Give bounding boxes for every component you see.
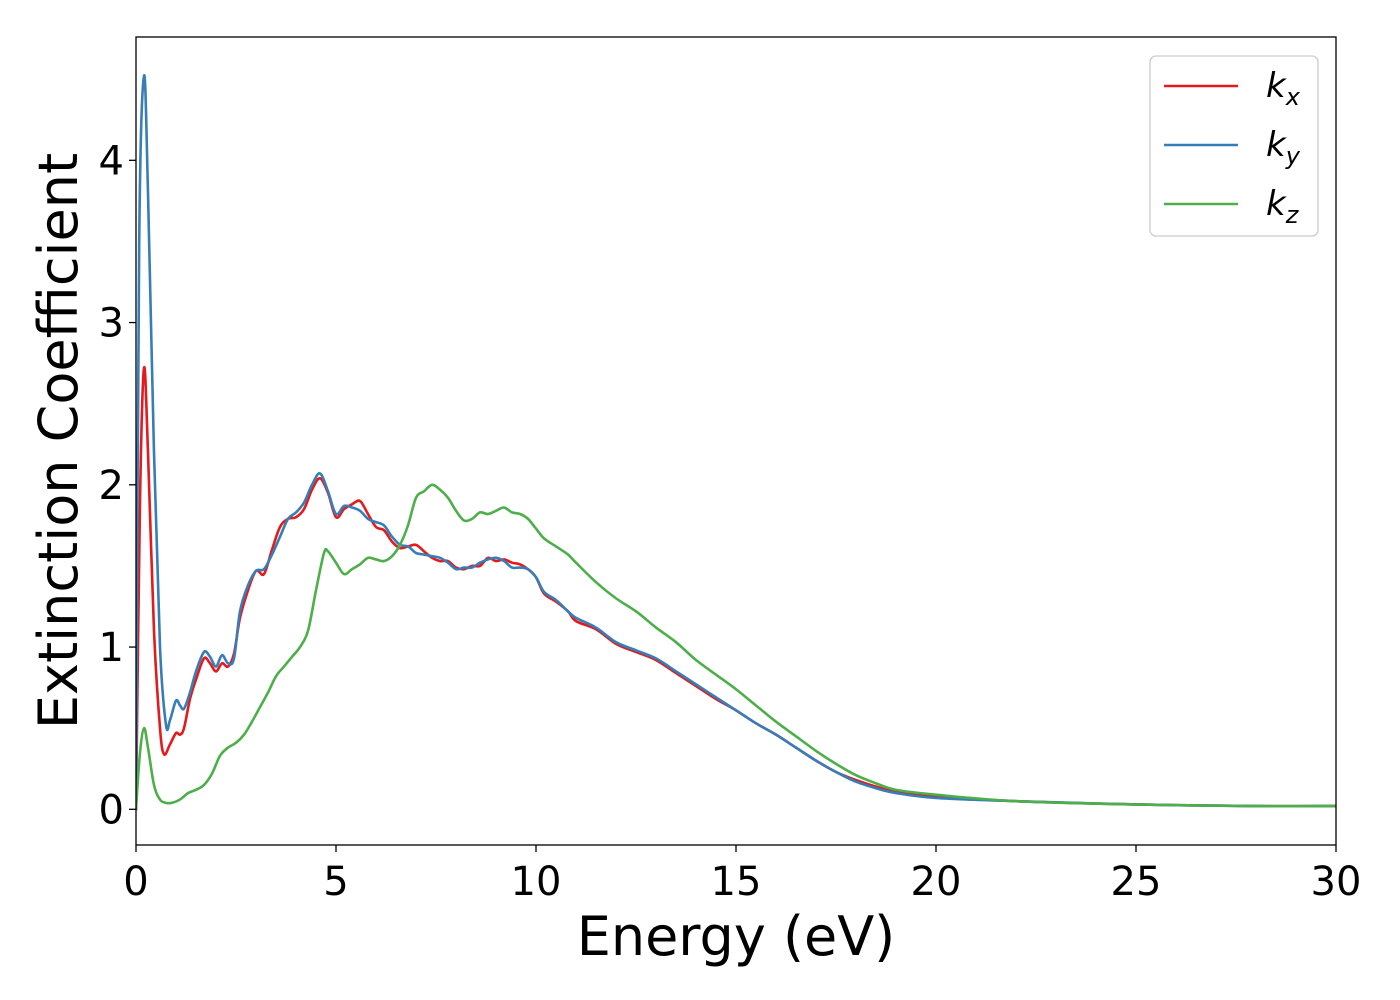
x-tick-label: 15 [711,859,762,905]
y-tick-label: 1 [99,625,124,671]
legend-label-subscript: y [1285,142,1301,170]
x-axis-ticks: 0 5 10 15 20 25 30 [123,845,1361,905]
legend-label-x: kx [1266,66,1301,111]
legend-label-y: ky [1266,125,1301,170]
y-tick-label: 4 [99,138,124,184]
y-tick-label: 3 [99,301,124,347]
x-tick-label: 20 [911,859,962,905]
x-axis-label: Energy (eV) [577,905,896,968]
legend-label-base: k [1266,125,1287,165]
legend-label-base: k [1266,184,1287,224]
series-line-k-z [136,483,1336,811]
y-tick-label: 0 [99,787,124,833]
legend-label-subscript: x [1285,83,1301,111]
x-tick-label: 5 [323,859,348,905]
y-tick-label: 2 [99,463,124,509]
legend-label-z: kz [1266,184,1300,229]
x-tick-label: 0 [123,859,148,905]
x-tick-label: 10 [511,859,562,905]
x-tick-label: 25 [1111,859,1162,905]
y-axis-ticks: 0 1 2 3 4 [99,138,136,833]
legend-label-base: k [1266,66,1287,106]
y-axis-label: Extinction Coefficient [27,153,90,729]
series-layer [136,74,1336,811]
legend-label-subscript: z [1285,201,1300,229]
x-tick-label: 30 [1311,859,1362,905]
